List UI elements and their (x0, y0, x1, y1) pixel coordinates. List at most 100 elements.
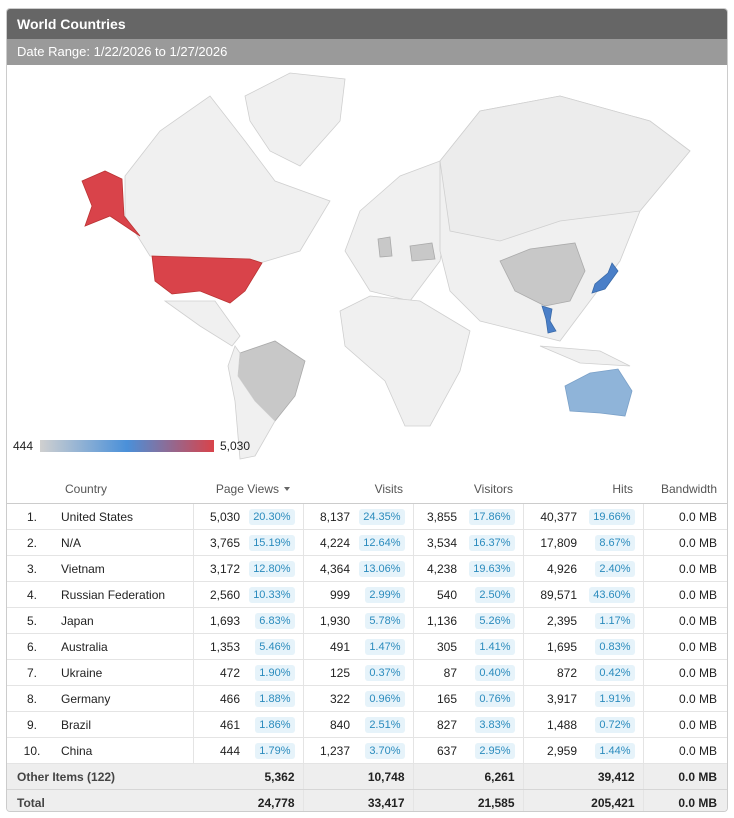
china (499, 242, 586, 307)
number: 3,172 (193, 555, 246, 582)
percent-cell: 0.83% (583, 633, 644, 660)
number: 205,421 (523, 789, 644, 811)
header-cell: Visits (303, 475, 414, 504)
percent-cell: 1.47% (356, 633, 414, 660)
percent-cell: 1.91% (583, 685, 644, 712)
country: United States (57, 503, 194, 530)
bandwidth: 0.0 MB (643, 763, 727, 790)
percent-cell: 5.26% (463, 607, 524, 634)
percent: 8.67% (595, 534, 635, 551)
percent-cell: 0.96% (356, 685, 414, 712)
number: 2,560 (193, 581, 246, 608)
percent-cell: 2.95% (463, 737, 524, 764)
percent: 5.78% (365, 612, 405, 629)
percent: 19.63% (469, 560, 515, 577)
header-cell: Bandwidth (643, 475, 727, 504)
header-cell: Country (57, 475, 193, 504)
percent: 16.37% (469, 534, 515, 551)
percent: 3.70% (365, 742, 405, 759)
greenland (244, 72, 346, 167)
percent: 1.90% (255, 664, 295, 681)
percent-cell: 13.06% (356, 555, 414, 582)
date-range: Date Range: 1/22/2026 to 1/27/2026 (7, 39, 727, 65)
number: 3,917 (523, 685, 584, 712)
percent-cell: 0.40% (463, 659, 524, 686)
number: 5,362 (193, 763, 304, 790)
percent: 2.99% (365, 586, 405, 603)
number: 1,695 (523, 633, 584, 660)
table-row: 1. United States 5,030 20.30% 8,137 24.35% 3,8… (7, 503, 727, 530)
table-row: 3. Vietnam 3,172 12.80% 4,364 13.06% 4,238 19.6… (7, 555, 727, 582)
legend-min: 444 (13, 439, 34, 453)
table-row: 8. Germany 466 1.88% 322 0.96% 165 0.76% 3,917 1.… (7, 685, 727, 712)
percent: 2.95% (475, 742, 515, 759)
number: 322 (303, 685, 356, 712)
percent-cell: 5.46% (246, 633, 304, 660)
number: 125 (303, 659, 356, 686)
percent-cell: 17.86% (463, 503, 524, 530)
percent-cell: 1.17% (583, 607, 644, 634)
percent: 0.72% (595, 716, 635, 733)
percent-cell: 3.70% (356, 737, 414, 764)
country: Australia (57, 633, 194, 660)
country: China (57, 737, 194, 764)
percent: 1.47% (365, 638, 405, 655)
percent-cell: 1.44% (583, 737, 644, 764)
bandwidth: 0.0 MB (643, 737, 727, 764)
percent-cell: 12.64% (356, 529, 414, 556)
percent-cell: 43.60% (583, 581, 644, 608)
percent-cell: 8.67% (583, 529, 644, 556)
percent-cell: 2.99% (356, 581, 414, 608)
percent: 13.06% (359, 560, 405, 577)
percent: 1.86% (255, 716, 295, 733)
table-row: 9. Brazil 461 1.86% 840 2.51% 827 3.83% 1,488 0.7… (7, 711, 727, 738)
percent-cell: 10.33% (246, 581, 304, 608)
vietnam (541, 305, 557, 334)
legend-max: 5,030 (220, 439, 251, 453)
percent-cell: 24.35% (356, 503, 414, 530)
legend-gradient (40, 440, 214, 452)
header-cell: Hits (523, 475, 644, 504)
table-row: 4. Russian Federation 2,560 10.33% 999 2.99% 5… (7, 581, 727, 608)
summary-label: Other Items (122) (7, 763, 193, 790)
percent: 1.91% (595, 690, 635, 707)
russia (439, 95, 691, 242)
percent: 3.83% (475, 716, 515, 733)
percent-cell: 19.66% (583, 503, 644, 530)
number: 305 (413, 633, 464, 660)
number: 1,930 (303, 607, 356, 634)
australia (564, 368, 633, 417)
number: 3,765 (193, 529, 246, 556)
number: 472 (193, 659, 246, 686)
bandwidth: 0.0 MB (643, 581, 727, 608)
country: Ukraine (57, 659, 194, 686)
percent: 1.79% (255, 742, 295, 759)
indonesia (539, 345, 631, 367)
rank: 9. (7, 711, 57, 738)
number: 17,809 (523, 529, 584, 556)
number: 1,136 (413, 607, 464, 634)
number: 444 (193, 737, 246, 764)
percent-cell: 0.72% (583, 711, 644, 738)
percent: 1.88% (255, 690, 295, 707)
percent-cell: 0.76% (463, 685, 524, 712)
header-cell: Visitors (413, 475, 524, 504)
number: 3,534 (413, 529, 464, 556)
number: 6,261 (413, 763, 524, 790)
percent-cell: 1.90% (246, 659, 304, 686)
percent-cell: 2.50% (463, 581, 524, 608)
number: 827 (413, 711, 464, 738)
number: 2,959 (523, 737, 584, 764)
percent-cell: 3.83% (463, 711, 524, 738)
percent-cell: 1.88% (246, 685, 304, 712)
number: 89,571 (523, 581, 584, 608)
percent: 0.96% (365, 690, 405, 707)
number: 8,137 (303, 503, 356, 530)
number: 2,395 (523, 607, 584, 634)
percent-cell: 6.83% (246, 607, 304, 634)
percent: 0.83% (595, 638, 635, 655)
percent-cell: 2.40% (583, 555, 644, 582)
percent-cell: 20.30% (246, 503, 304, 530)
usa (151, 255, 263, 304)
